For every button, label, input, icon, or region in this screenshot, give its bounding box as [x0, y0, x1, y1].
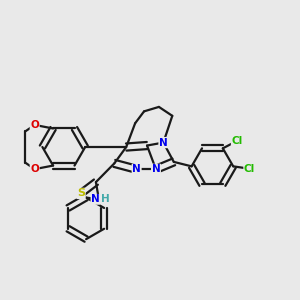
Text: O: O — [30, 164, 39, 174]
Text: N: N — [159, 138, 168, 148]
Text: N: N — [91, 194, 100, 204]
Text: Cl: Cl — [232, 136, 243, 146]
Text: O: O — [30, 120, 39, 130]
Text: S: S — [77, 188, 85, 198]
Text: N: N — [132, 164, 141, 174]
Text: Cl: Cl — [244, 164, 255, 174]
Text: H: H — [101, 194, 110, 204]
Text: N: N — [152, 164, 160, 174]
